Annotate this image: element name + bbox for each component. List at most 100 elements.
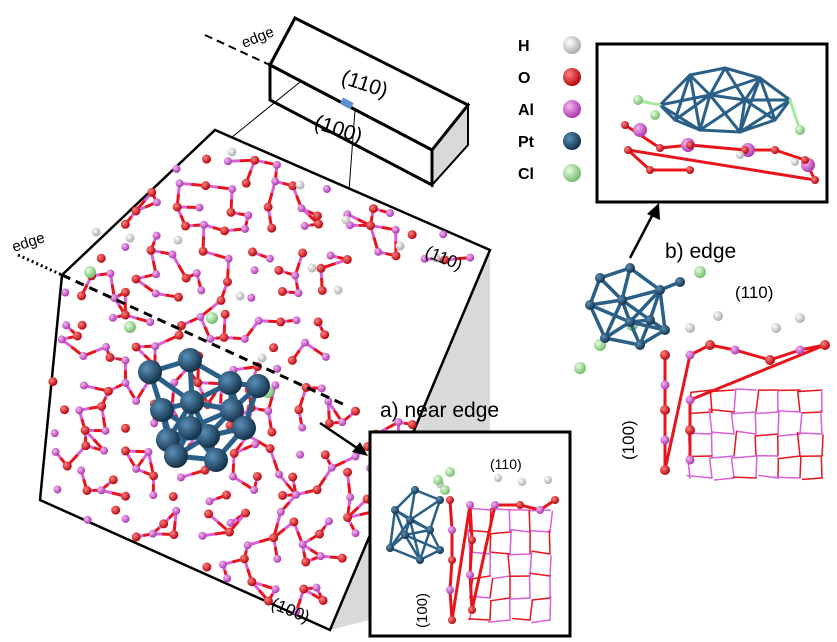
bond <box>730 457 735 479</box>
atom-o <box>241 508 251 518</box>
bond <box>738 98 792 134</box>
atom-h <box>341 215 351 225</box>
atom-al <box>316 552 325 561</box>
atom-h <box>227 147 237 157</box>
atom-o <box>391 251 401 261</box>
atom-o <box>320 330 330 340</box>
atom-al <box>62 321 71 330</box>
bond <box>673 93 712 122</box>
atom-al <box>77 466 86 475</box>
atom-al <box>273 554 282 563</box>
atom-o <box>407 230 417 240</box>
atom-al <box>175 179 184 188</box>
atom-o <box>172 202 182 212</box>
atom-o <box>222 277 232 287</box>
bond <box>799 455 802 479</box>
atom-al <box>296 450 305 459</box>
bond <box>796 389 823 393</box>
bond <box>801 477 823 481</box>
atom-al <box>795 345 805 355</box>
atom-al <box>439 230 448 239</box>
bond <box>598 266 632 280</box>
slab-schematic: edge (110) (100) <box>204 16 471 188</box>
atom-al <box>224 254 233 263</box>
atom-o <box>685 425 695 435</box>
atom-o <box>320 450 330 460</box>
bond <box>730 455 757 459</box>
atom-o <box>312 211 322 221</box>
atom-pt <box>196 424 220 448</box>
atom-al <box>228 185 237 194</box>
bond <box>688 66 727 77</box>
atom-o <box>299 584 309 594</box>
bond <box>658 73 692 107</box>
atom-o <box>149 471 159 481</box>
atom-o <box>516 501 524 509</box>
atom-o <box>314 529 324 539</box>
legend-label-pt: Pt <box>518 134 535 151</box>
bond <box>620 266 632 302</box>
bond <box>588 303 607 340</box>
atom-al <box>394 418 403 427</box>
bond <box>628 266 662 292</box>
atom-pt <box>246 374 270 398</box>
atom-pt <box>164 444 188 468</box>
atom-o <box>621 121 629 129</box>
atom-pt <box>401 531 409 539</box>
atom-o <box>368 204 378 214</box>
atom-al <box>100 446 109 455</box>
atom-al <box>292 607 301 616</box>
atom-al <box>75 406 84 415</box>
atom-o <box>62 461 72 471</box>
atom-o <box>239 554 249 564</box>
bond <box>708 408 735 413</box>
atom-al <box>150 419 159 428</box>
atom-h <box>544 476 552 484</box>
inset-b-panel: b) edge (110) (100) <box>574 42 830 481</box>
inset-b-arrow-head <box>647 203 660 220</box>
atom-o <box>318 595 328 605</box>
atom-o <box>120 446 130 456</box>
atom-h <box>494 474 502 482</box>
bond <box>530 619 551 624</box>
bond <box>690 389 713 394</box>
atom-al <box>195 203 204 212</box>
inset-a-caption: a) near edge <box>380 399 499 422</box>
bond <box>686 474 713 479</box>
atom-pt <box>585 300 595 310</box>
atom-o <box>656 144 664 152</box>
atom-pt <box>180 390 204 414</box>
bond <box>490 597 511 602</box>
atom-o <box>314 219 324 229</box>
atom-al <box>301 338 310 347</box>
atom-al <box>192 269 201 278</box>
atom-o <box>180 221 190 231</box>
atom-cl <box>84 266 96 278</box>
atom-o <box>316 263 326 273</box>
atom-al <box>102 342 111 351</box>
atom-o <box>147 187 157 197</box>
bond <box>548 530 551 555</box>
atom-o <box>81 441 91 451</box>
atom-al <box>291 490 300 499</box>
atom-pt <box>411 486 419 494</box>
legend-label-h: H <box>518 38 530 55</box>
bond <box>470 503 497 612</box>
bond <box>468 503 474 542</box>
bond <box>598 276 624 302</box>
bond <box>796 432 823 435</box>
bond <box>688 143 747 152</box>
atom-h <box>736 151 744 159</box>
atom-al <box>205 497 214 506</box>
atom-o <box>229 448 239 458</box>
bond <box>730 411 757 415</box>
bond <box>603 298 624 340</box>
atom-al <box>420 254 429 263</box>
bond <box>549 595 552 621</box>
atom-al <box>148 529 157 538</box>
bond <box>735 430 757 435</box>
slab-edge-label: edge <box>239 23 276 51</box>
bond <box>508 509 511 533</box>
atom-o <box>342 255 352 265</box>
atom-al <box>660 380 670 390</box>
